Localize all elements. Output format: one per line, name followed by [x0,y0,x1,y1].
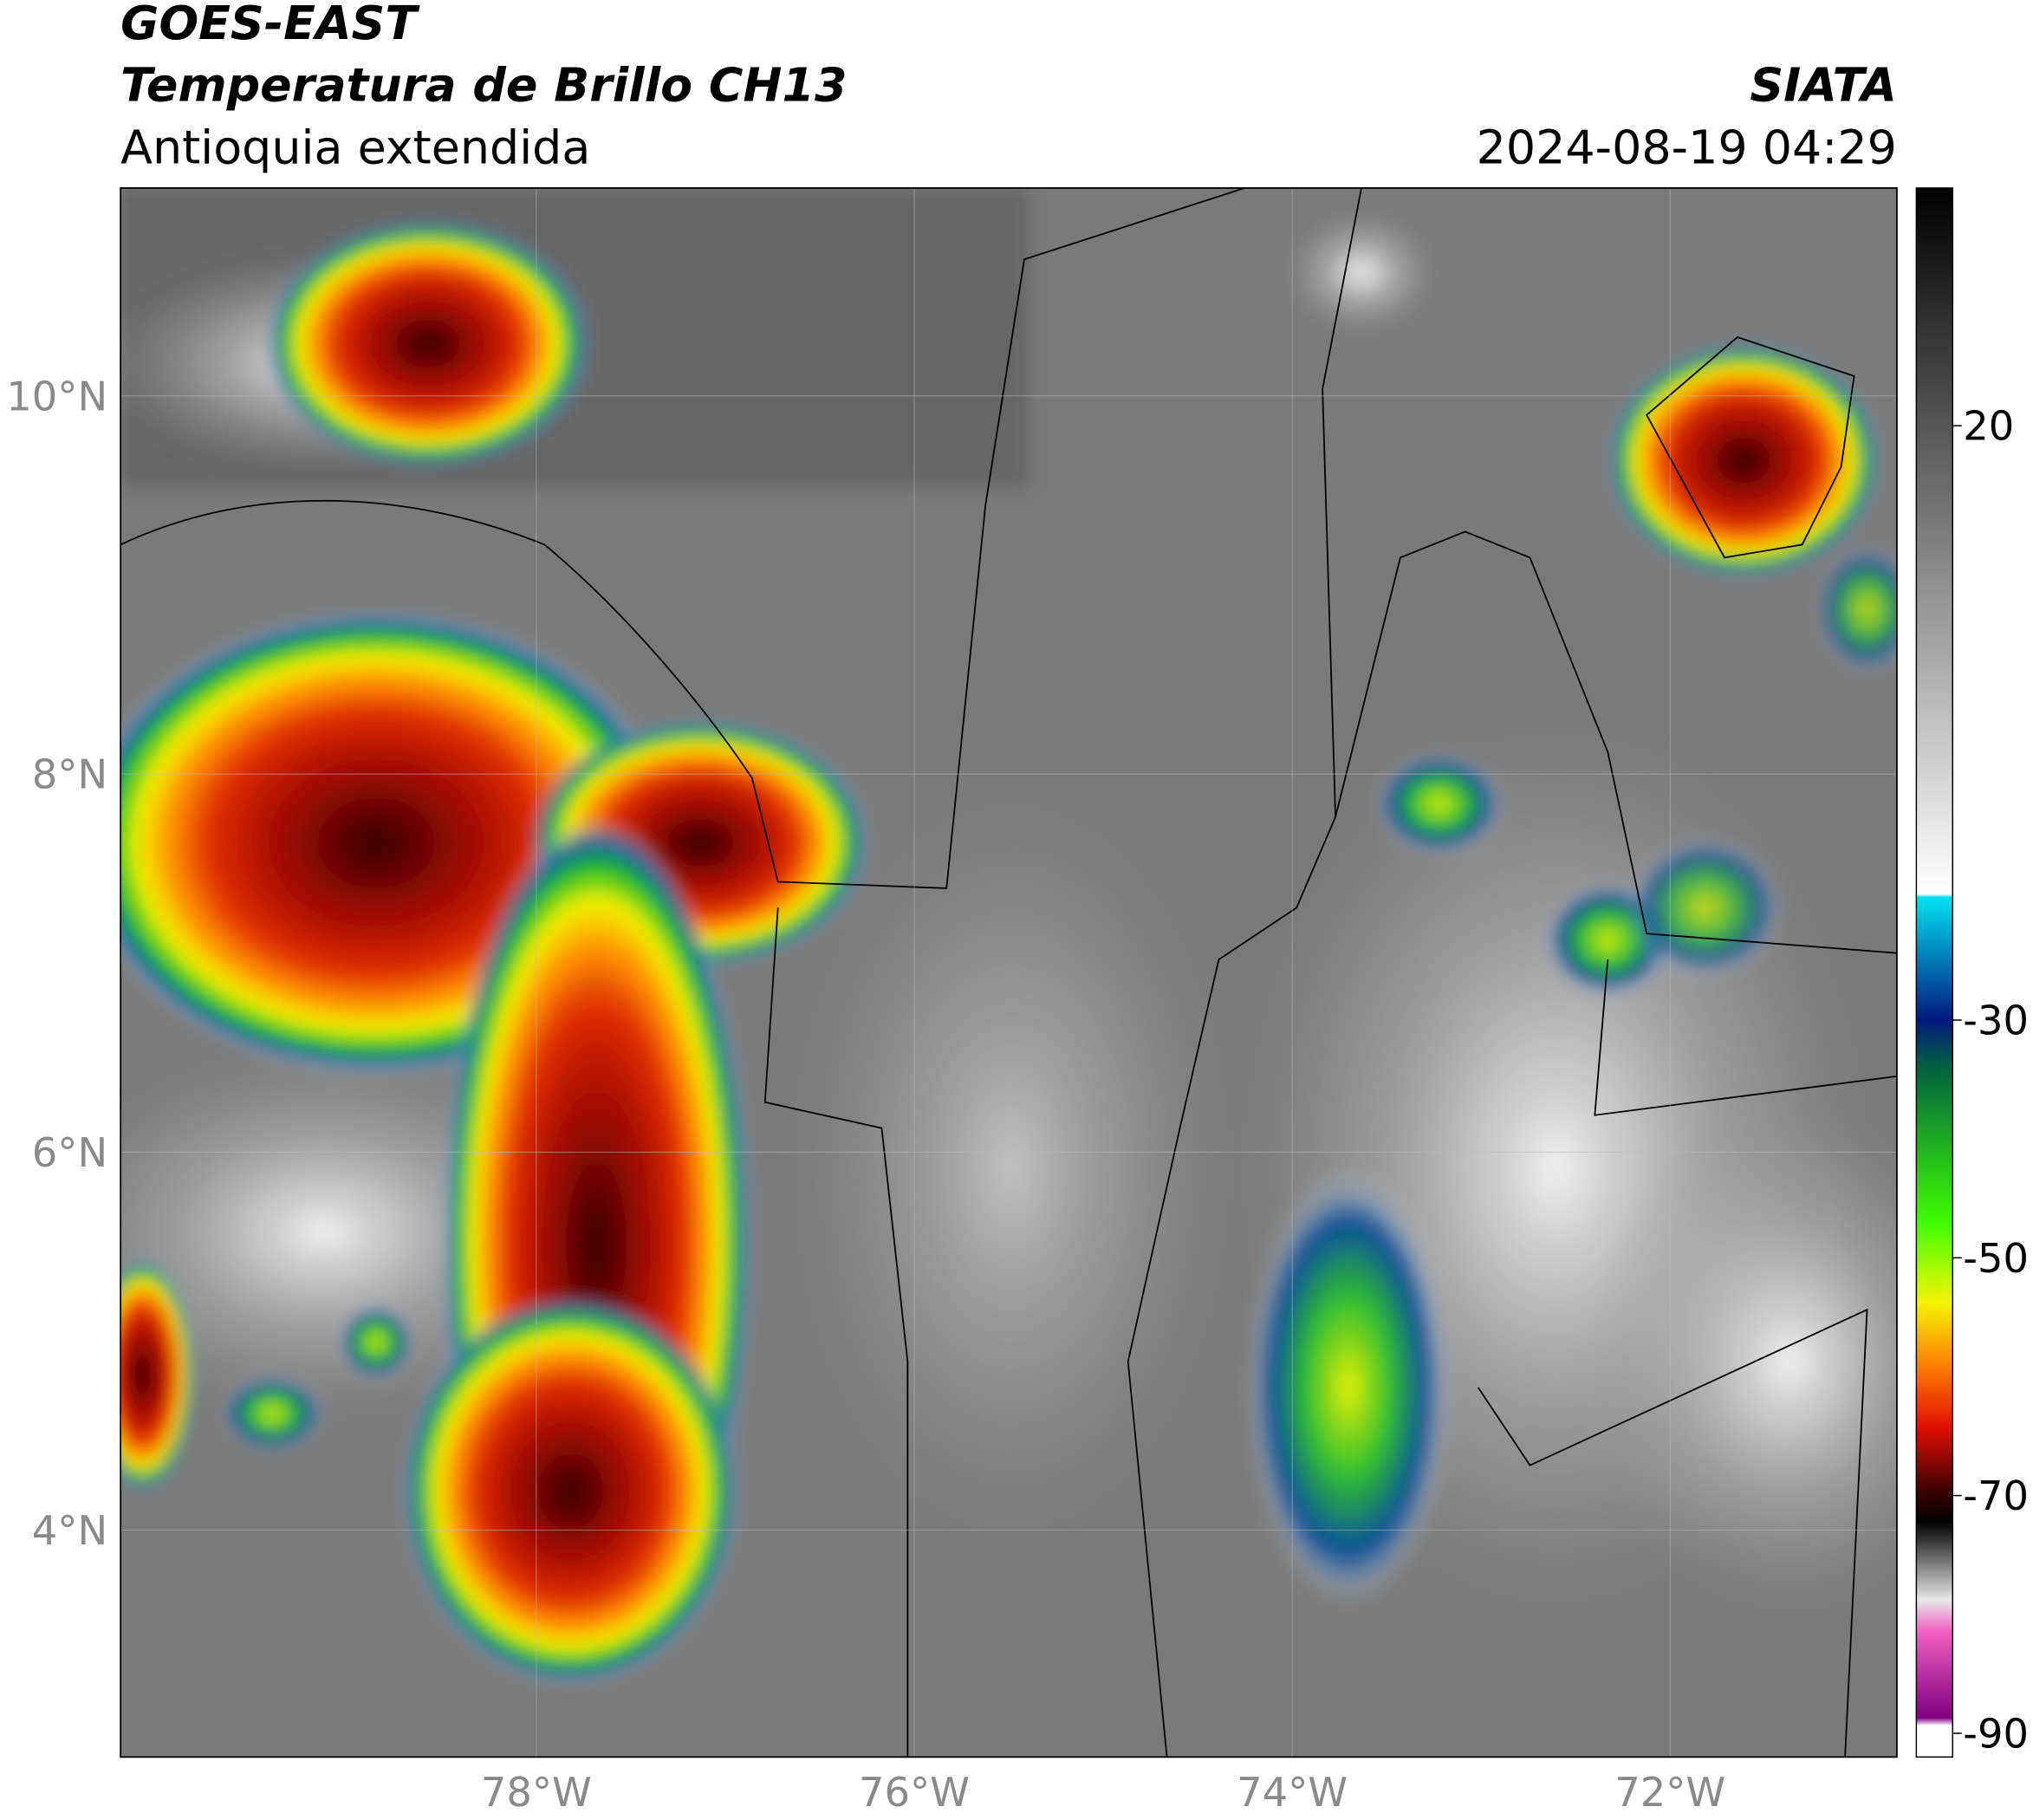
title-line: GOES-EAST [120,0,420,50]
satellite-image [120,187,1897,1758]
source: SIATA [1750,58,1897,113]
colorbar-tick-label: 20 [1963,403,2014,450]
colorbar-tick-label: -70 [1963,1472,2029,1519]
map-frame [120,187,1898,1758]
y-tick-label: 8°N [32,751,107,798]
colorbar-tick-label: -90 [1963,1710,2029,1757]
title-line: Temperatura de Brillo CH13 [120,58,847,113]
x-tick-label: 76°W [859,1769,970,1816]
colorbar-tick-label: -50 [1963,1235,2029,1282]
subtitle: Antioquia extendida [120,120,590,175]
colorbar [1915,187,1954,1758]
graticule [120,187,1897,1758]
colorbar-tick-label: -30 [1963,997,2029,1043]
figure-content: GOES-EAST Temperatura de Brillo CH13 Ant… [6,0,2029,1816]
datetime: 2024-08-19 04:29 [1477,120,1897,175]
x-tick-label: 74°W [1237,1769,1348,1816]
y-tick-label: 4°N [32,1507,107,1554]
y-tick-label: 6°N [32,1129,107,1176]
x-tick-label: 78°W [481,1769,592,1816]
borders [120,187,1897,1758]
x-tick-label: 72°W [1614,1769,1725,1816]
y-tick-label: 10°N [6,373,107,419]
